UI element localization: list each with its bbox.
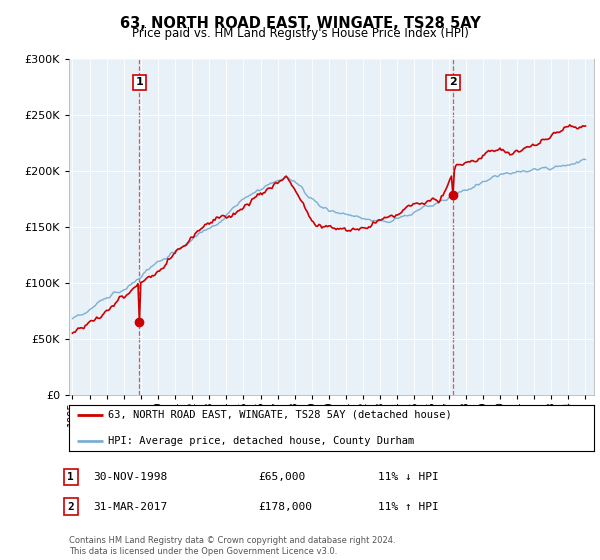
Text: £65,000: £65,000 — [258, 472, 305, 482]
Text: HPI: Average price, detached house, County Durham: HPI: Average price, detached house, Coun… — [109, 436, 415, 446]
Text: 63, NORTH ROAD EAST, WINGATE, TS28 5AY: 63, NORTH ROAD EAST, WINGATE, TS28 5AY — [119, 16, 481, 31]
Text: 31-MAR-2017: 31-MAR-2017 — [93, 502, 167, 512]
Text: £178,000: £178,000 — [258, 502, 312, 512]
Text: 2: 2 — [449, 77, 457, 87]
Text: 11% ↓ HPI: 11% ↓ HPI — [378, 472, 439, 482]
Text: 30-NOV-1998: 30-NOV-1998 — [93, 472, 167, 482]
Text: 2: 2 — [67, 502, 74, 512]
Text: 1: 1 — [67, 472, 74, 482]
Text: Contains HM Land Registry data © Crown copyright and database right 2024.
This d: Contains HM Land Registry data © Crown c… — [69, 536, 395, 556]
Text: Price paid vs. HM Land Registry's House Price Index (HPI): Price paid vs. HM Land Registry's House … — [131, 27, 469, 40]
Text: 63, NORTH ROAD EAST, WINGATE, TS28 5AY (detached house): 63, NORTH ROAD EAST, WINGATE, TS28 5AY (… — [109, 410, 452, 420]
Text: 11% ↑ HPI: 11% ↑ HPI — [378, 502, 439, 512]
Text: 1: 1 — [136, 77, 143, 87]
